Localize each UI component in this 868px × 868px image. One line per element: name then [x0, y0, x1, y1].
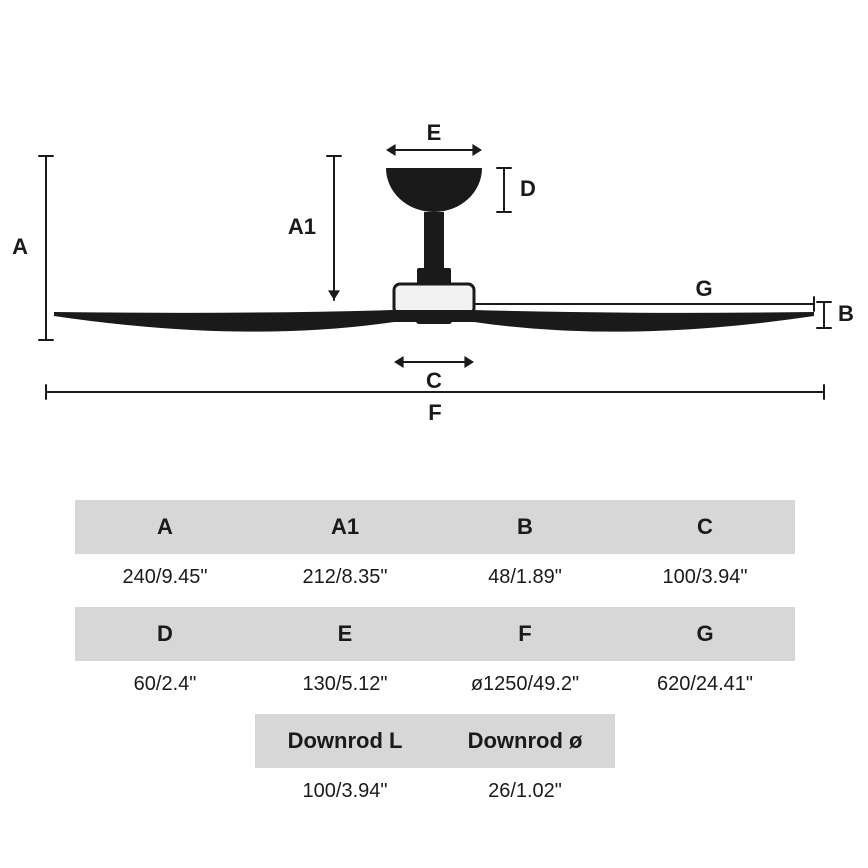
cell-value: 48/1.89" [435, 554, 615, 601]
svg-text:A: A [12, 234, 28, 259]
col-header: C [615, 500, 795, 554]
col-header: A [75, 500, 255, 554]
cell-value: 212/8.35" [255, 554, 435, 601]
cell-value: 100/3.94" [615, 554, 795, 601]
col-header: F [435, 607, 615, 661]
col-header: G [615, 607, 795, 661]
svg-text:F: F [428, 400, 441, 425]
col-header: B [435, 500, 615, 554]
col-header: D [75, 607, 255, 661]
cell-value: 60/2.4" [75, 661, 255, 708]
svg-text:B: B [838, 301, 854, 326]
table-header-row-3: Downrod L Downrod ø [75, 714, 795, 768]
cell-value: 26/1.02" [435, 768, 615, 815]
diagram-svg: A A1 E D B G CF [0, 0, 868, 470]
cell-value: 100/3.94" [255, 768, 435, 815]
svg-text:D: D [520, 176, 536, 201]
svg-text:E: E [427, 120, 442, 145]
svg-text:C: C [426, 368, 442, 393]
cell-value: ø1250/49.2" [435, 661, 615, 708]
cell-value: 130/5.12" [255, 661, 435, 708]
table-value-row-3: 100/3.94" 26/1.02" [75, 768, 795, 815]
col-header: A1 [255, 500, 435, 554]
table-header-row-1: A A1 B C [75, 500, 795, 554]
svg-text:A1: A1 [288, 214, 316, 239]
svg-text:G: G [695, 276, 712, 301]
col-header: E [255, 607, 435, 661]
cell-value: 620/24.41" [615, 661, 795, 708]
table-value-row-2: 60/2.4" 130/5.12" ø1250/49.2" 620/24.41" [75, 661, 795, 708]
col-header: Downrod L [255, 714, 435, 768]
table-value-row-1: 240/9.45" 212/8.35" 48/1.89" 100/3.94" [75, 554, 795, 601]
dimension-table: A A1 B C 240/9.45" 212/8.35" 48/1.89" 10… [75, 500, 795, 815]
table-header-row-2: D E F G [75, 607, 795, 661]
cell-value: 240/9.45" [75, 554, 255, 601]
col-header: Downrod ø [435, 714, 615, 768]
